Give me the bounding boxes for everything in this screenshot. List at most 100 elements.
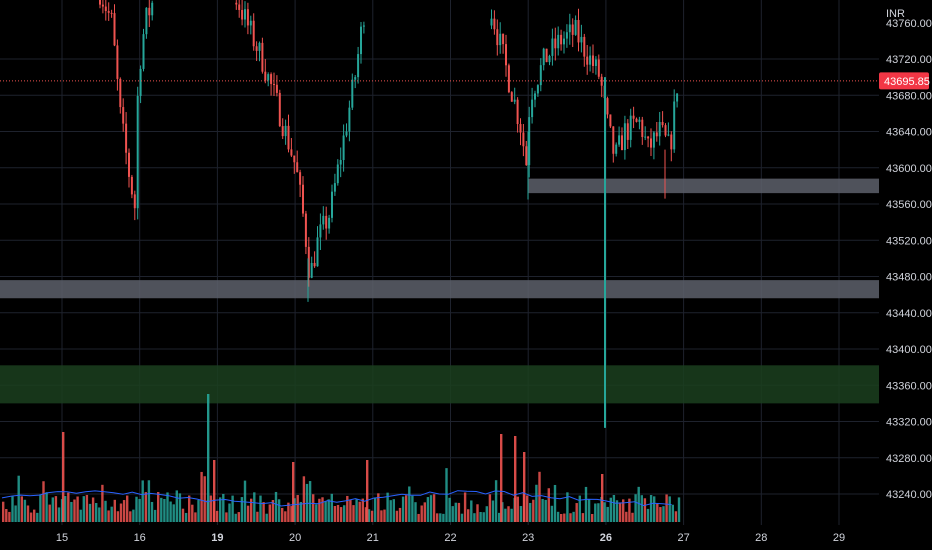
volume-bar xyxy=(463,492,467,522)
price-tick: 43240.00 xyxy=(886,489,932,501)
candle-body xyxy=(148,7,151,16)
candle-body xyxy=(612,126,615,154)
price-tick: 43560.00 xyxy=(886,199,932,211)
volume-bar xyxy=(479,511,482,522)
volume-bar xyxy=(147,480,151,522)
volume-bar xyxy=(383,509,386,522)
candle-body xyxy=(597,59,600,77)
candle-body xyxy=(548,55,551,63)
volume-bar xyxy=(473,513,476,522)
volume-bar xyxy=(408,486,411,522)
volume-bar xyxy=(76,496,79,522)
candle-body xyxy=(302,184,304,214)
volume-bar xyxy=(445,468,448,522)
candle-body xyxy=(534,93,536,100)
candle-body xyxy=(525,146,528,166)
candle-body xyxy=(632,115,635,119)
volume-bar xyxy=(550,505,554,522)
volume-bar xyxy=(70,501,73,522)
candle-body xyxy=(661,121,664,126)
volume-bar xyxy=(386,492,389,522)
volume-bar xyxy=(284,511,287,522)
volume-bar xyxy=(377,493,380,522)
volume-bar xyxy=(138,498,141,522)
volume-bar xyxy=(333,506,337,522)
candle-body xyxy=(328,217,331,229)
volume-bar xyxy=(631,512,634,522)
volume-bar xyxy=(246,505,250,522)
price-tick: 43520.00 xyxy=(886,235,932,247)
volume-bar xyxy=(228,503,231,522)
volume-bar xyxy=(358,501,361,522)
price-axis[interactable]: 43760.00 43720.00 43680.00 43640.00 43600.00… xyxy=(886,18,932,501)
candle-body xyxy=(554,38,557,49)
volume-bar xyxy=(132,509,135,522)
volume-bar xyxy=(535,484,538,522)
candle-body xyxy=(322,215,325,225)
volume-bar xyxy=(39,494,42,522)
candle-body xyxy=(244,9,246,20)
candle-body xyxy=(606,98,609,115)
volume-bar xyxy=(29,512,33,522)
volume-bar xyxy=(73,499,76,522)
candle-body xyxy=(531,99,534,118)
volume-bar xyxy=(107,510,110,522)
candle-body xyxy=(313,262,316,267)
volume-bar xyxy=(11,496,14,522)
volume-bar xyxy=(398,507,402,522)
volume-bar xyxy=(253,492,256,522)
volume-bar xyxy=(566,492,569,522)
volume-bar xyxy=(163,499,166,522)
volume-bar xyxy=(33,509,36,522)
volume-bar xyxy=(367,509,371,522)
time-axis[interactable]: 15 16 19 20 21 22 23 26 27 28 29 xyxy=(56,532,845,544)
volume-bar xyxy=(324,501,327,522)
volume-bar xyxy=(671,504,674,522)
currency-label: INR xyxy=(886,8,905,20)
candle-body xyxy=(151,2,154,16)
price-tick: 43280.00 xyxy=(886,453,932,465)
volume-bar xyxy=(646,508,650,522)
volume-bar xyxy=(544,499,547,522)
candle-body xyxy=(351,79,354,108)
candle-body xyxy=(261,42,264,72)
volume-bar xyxy=(339,507,343,522)
volume-bar xyxy=(454,502,457,522)
candle-body xyxy=(267,74,270,81)
price-tick: 43480.00 xyxy=(886,272,932,284)
price-tick: 43720.00 xyxy=(886,54,932,66)
candle-body xyxy=(116,45,119,79)
candle-body xyxy=(580,36,583,43)
candle-body xyxy=(136,95,139,209)
price-tick: 43640.00 xyxy=(886,127,932,139)
candle-body xyxy=(142,34,145,69)
candle-body xyxy=(574,19,577,35)
candle-body xyxy=(104,6,107,12)
volume-bar xyxy=(126,495,129,522)
volume-bar xyxy=(578,495,581,522)
candle-body xyxy=(133,194,136,209)
time-tick: 29 xyxy=(833,532,845,544)
candle-body xyxy=(577,19,580,43)
volume-bar xyxy=(439,513,442,522)
candle-body xyxy=(362,25,365,27)
price-tick: 43440.00 xyxy=(886,308,932,320)
volume-bar xyxy=(500,434,503,522)
volume-bar xyxy=(104,500,107,522)
candle-body xyxy=(670,134,673,150)
volume-bar xyxy=(85,494,89,522)
volume-bar xyxy=(609,497,612,522)
volume-bar xyxy=(141,480,144,522)
volume-bar xyxy=(237,512,240,522)
volume-bar xyxy=(498,512,501,522)
candle-body xyxy=(647,136,650,139)
candle-body xyxy=(618,135,621,145)
volume-bar xyxy=(523,452,526,522)
volume-bar xyxy=(529,502,532,522)
candle-body xyxy=(650,138,652,148)
candle-body xyxy=(281,126,284,137)
volume-bar xyxy=(423,502,426,522)
volume-bar xyxy=(510,508,513,522)
volume-bar xyxy=(308,481,312,522)
